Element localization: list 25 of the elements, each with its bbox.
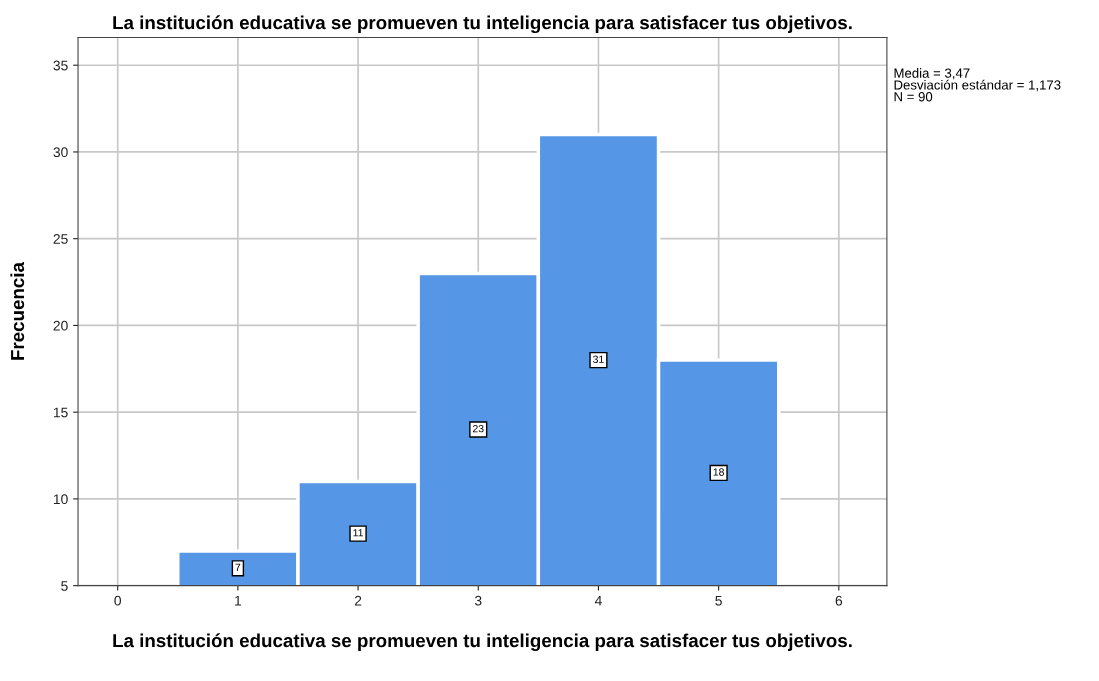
y-tick-label: 30 bbox=[53, 147, 68, 158]
chart-title: La institución educativa se promueven tu inteligencia para satisfacer tus objetivos. bbox=[113, 15, 852, 34]
x-tick-label: 3 bbox=[474, 595, 482, 606]
text: Desviación estándar = 1,173 bbox=[894, 79, 1061, 92]
y-axis-title: Frecuencia bbox=[10, 261, 25, 360]
text: Media = 3,47 bbox=[894, 68, 970, 80]
x-tick-label: 0 bbox=[114, 595, 122, 606]
x-tick-label: 4 bbox=[594, 595, 602, 606]
text: N = 90 bbox=[894, 92, 933, 102]
y-tick-label: 35 bbox=[53, 60, 68, 71]
y-tick-label: 10 bbox=[53, 494, 68, 505]
y-tick-label: 25 bbox=[53, 234, 68, 244]
x-axis-title: La institución educativa se promueven tu inteligencia para satisfacer tus objetivos. bbox=[113, 633, 852, 652]
y-tick-label: 15 bbox=[53, 407, 68, 418]
data-label: 23 bbox=[472, 424, 484, 433]
data-label: 7 bbox=[235, 563, 241, 572]
data-label: 18 bbox=[713, 468, 724, 476]
x-tick-label: 2 bbox=[354, 595, 362, 606]
y-tick-label: 5 bbox=[61, 581, 68, 591]
data-label: 31 bbox=[593, 355, 604, 363]
x-tick-label: 1 bbox=[235, 595, 242, 606]
y-tick-label: 20 bbox=[53, 320, 68, 331]
data-label: 11 bbox=[353, 529, 363, 537]
x-tick-label: 6 bbox=[835, 595, 843, 606]
x-tick-label: 5 bbox=[715, 595, 722, 606]
